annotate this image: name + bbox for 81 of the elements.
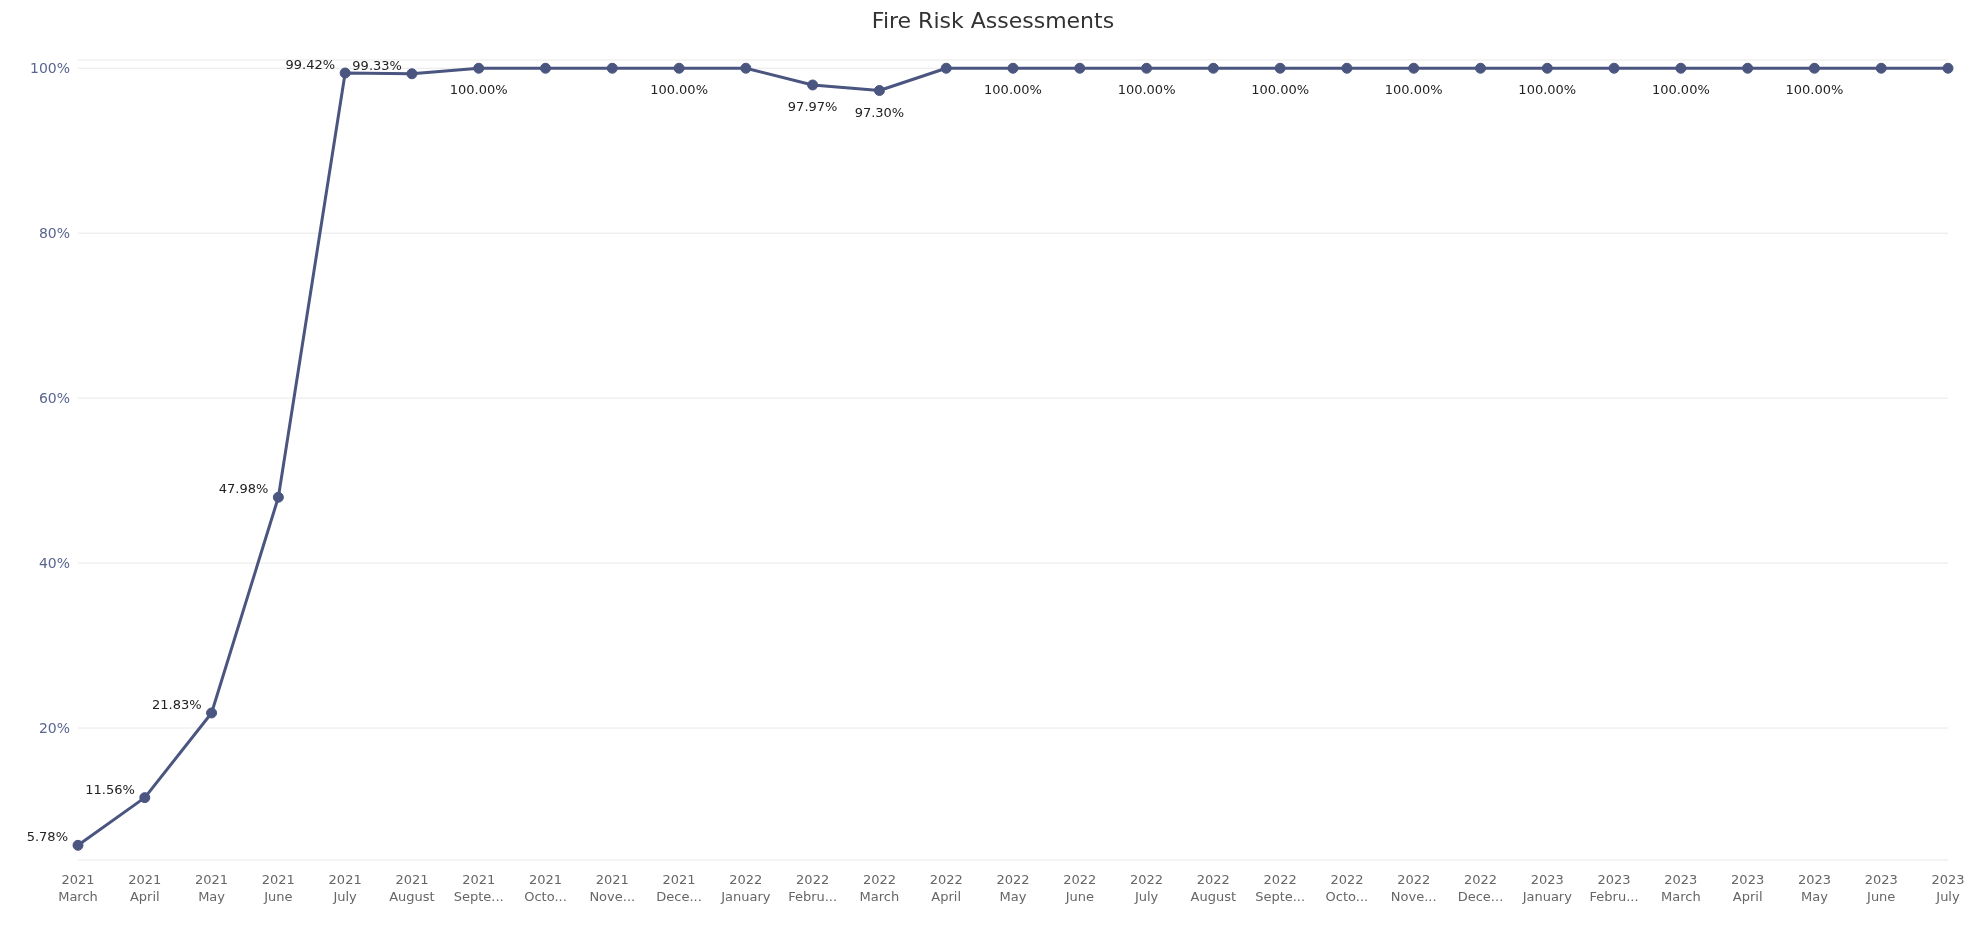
- point: [206, 707, 218, 719]
- x-tick-label: 2022 March: [859, 872, 900, 905]
- data-label: 100.00%: [1251, 82, 1310, 98]
- point: [807, 79, 819, 91]
- x-tick-label: 2022 June: [1063, 872, 1097, 905]
- point: [1742, 62, 1754, 74]
- data-label: 5.78%: [26, 829, 68, 845]
- point: [1608, 62, 1620, 74]
- point: [1541, 62, 1553, 74]
- data-label: 47.98%: [218, 481, 269, 497]
- point: [473, 62, 485, 74]
- point: [272, 491, 284, 503]
- x-tick-label: 2022 January: [720, 872, 771, 905]
- data-label: 100.00%: [1117, 82, 1176, 98]
- data-label: 97.30%: [854, 104, 905, 120]
- x-tick-label: 2021 Dece...: [656, 872, 702, 905]
- y-tick-label: 100%: [29, 60, 70, 77]
- data-label: 100.00%: [650, 82, 708, 98]
- x-tick-label: 2023 January: [1521, 872, 1573, 905]
- x-tick-label: 2022 Nove...: [1390, 872, 1437, 905]
- point: [1141, 62, 1153, 74]
- point: [940, 62, 952, 74]
- chart-title: Fire Risk Assessments: [870, 8, 1116, 35]
- x-tick-label: 2023 May: [1797, 872, 1831, 905]
- x-tick-label: 2021 Octo...: [524, 872, 567, 905]
- x-tick-label: 2022 Octo...: [1325, 872, 1369, 905]
- data-label: 100.00%: [984, 82, 1042, 98]
- point: [1942, 62, 1954, 74]
- x-tick-label: 2021 June: [261, 872, 295, 905]
- data-label: 100.00%: [1518, 82, 1577, 98]
- x-tick-label: 2021 Septe...: [453, 872, 504, 905]
- x-tick-label: 2022 April: [929, 872, 963, 905]
- x-tick-label: 2023 April: [1731, 872, 1765, 905]
- point: [1274, 62, 1286, 74]
- data-label: 99.42%: [285, 57, 336, 73]
- x-tick-label: 2021 July: [328, 872, 362, 905]
- x-tick-label: 2022 Dece...: [1457, 872, 1504, 905]
- x-tick-label: 2021 April: [128, 872, 162, 905]
- x-tick-label: 2022 July: [1130, 872, 1164, 905]
- point: [1675, 62, 1687, 74]
- y-tick-label: 20%: [38, 720, 70, 737]
- x-tick-label: 2023 July: [1931, 872, 1965, 905]
- point: [606, 62, 618, 74]
- x-tick-label: 2023 Febru...: [1589, 872, 1639, 905]
- point: [1808, 62, 1820, 74]
- x-tick-label: 2022 May: [996, 872, 1030, 905]
- x-tick-label: 2022 Septe...: [1255, 872, 1306, 905]
- point: [740, 62, 752, 74]
- point: [673, 62, 685, 74]
- data-label: 97.97%: [787, 98, 838, 114]
- data-label: 11.56%: [85, 781, 135, 797]
- point: [1475, 62, 1486, 74]
- point: [72, 839, 84, 851]
- point: [139, 792, 151, 804]
- point: [1408, 62, 1420, 74]
- point: [339, 67, 351, 79]
- point: [1207, 62, 1219, 74]
- point: [406, 68, 418, 80]
- x-tick-label: 2021 August: [389, 872, 435, 905]
- x-tick-label: 2022 August: [1190, 872, 1237, 905]
- point: [540, 62, 551, 74]
- data-label: 100.00%: [449, 82, 508, 98]
- x-tick-label: 2021 May: [195, 872, 229, 905]
- point: [1074, 62, 1086, 74]
- point: [1875, 62, 1887, 74]
- data-label: 99.33%: [352, 57, 402, 73]
- x-tick-label: 2023 March: [1661, 872, 1701, 905]
- x-tick-label: 2023 June: [1864, 872, 1898, 905]
- data-label: 100.00%: [1384, 82, 1443, 98]
- x-tick-label: 2021 Nove...: [589, 872, 636, 905]
- x-tick-label: 2022 Febru...: [788, 872, 838, 905]
- y-tick-label: 40%: [38, 555, 70, 572]
- data-label: 21.83%: [151, 696, 202, 712]
- data-label: 100.00%: [1785, 82, 1844, 98]
- point: [1007, 62, 1019, 74]
- x-tick-label: 2021 March: [58, 872, 98, 905]
- point: [1341, 62, 1353, 74]
- data-label: 100.00%: [1651, 82, 1710, 98]
- y-tick-label: 60%: [38, 390, 70, 407]
- point: [873, 85, 885, 97]
- y-tick-label: 80%: [38, 225, 70, 242]
